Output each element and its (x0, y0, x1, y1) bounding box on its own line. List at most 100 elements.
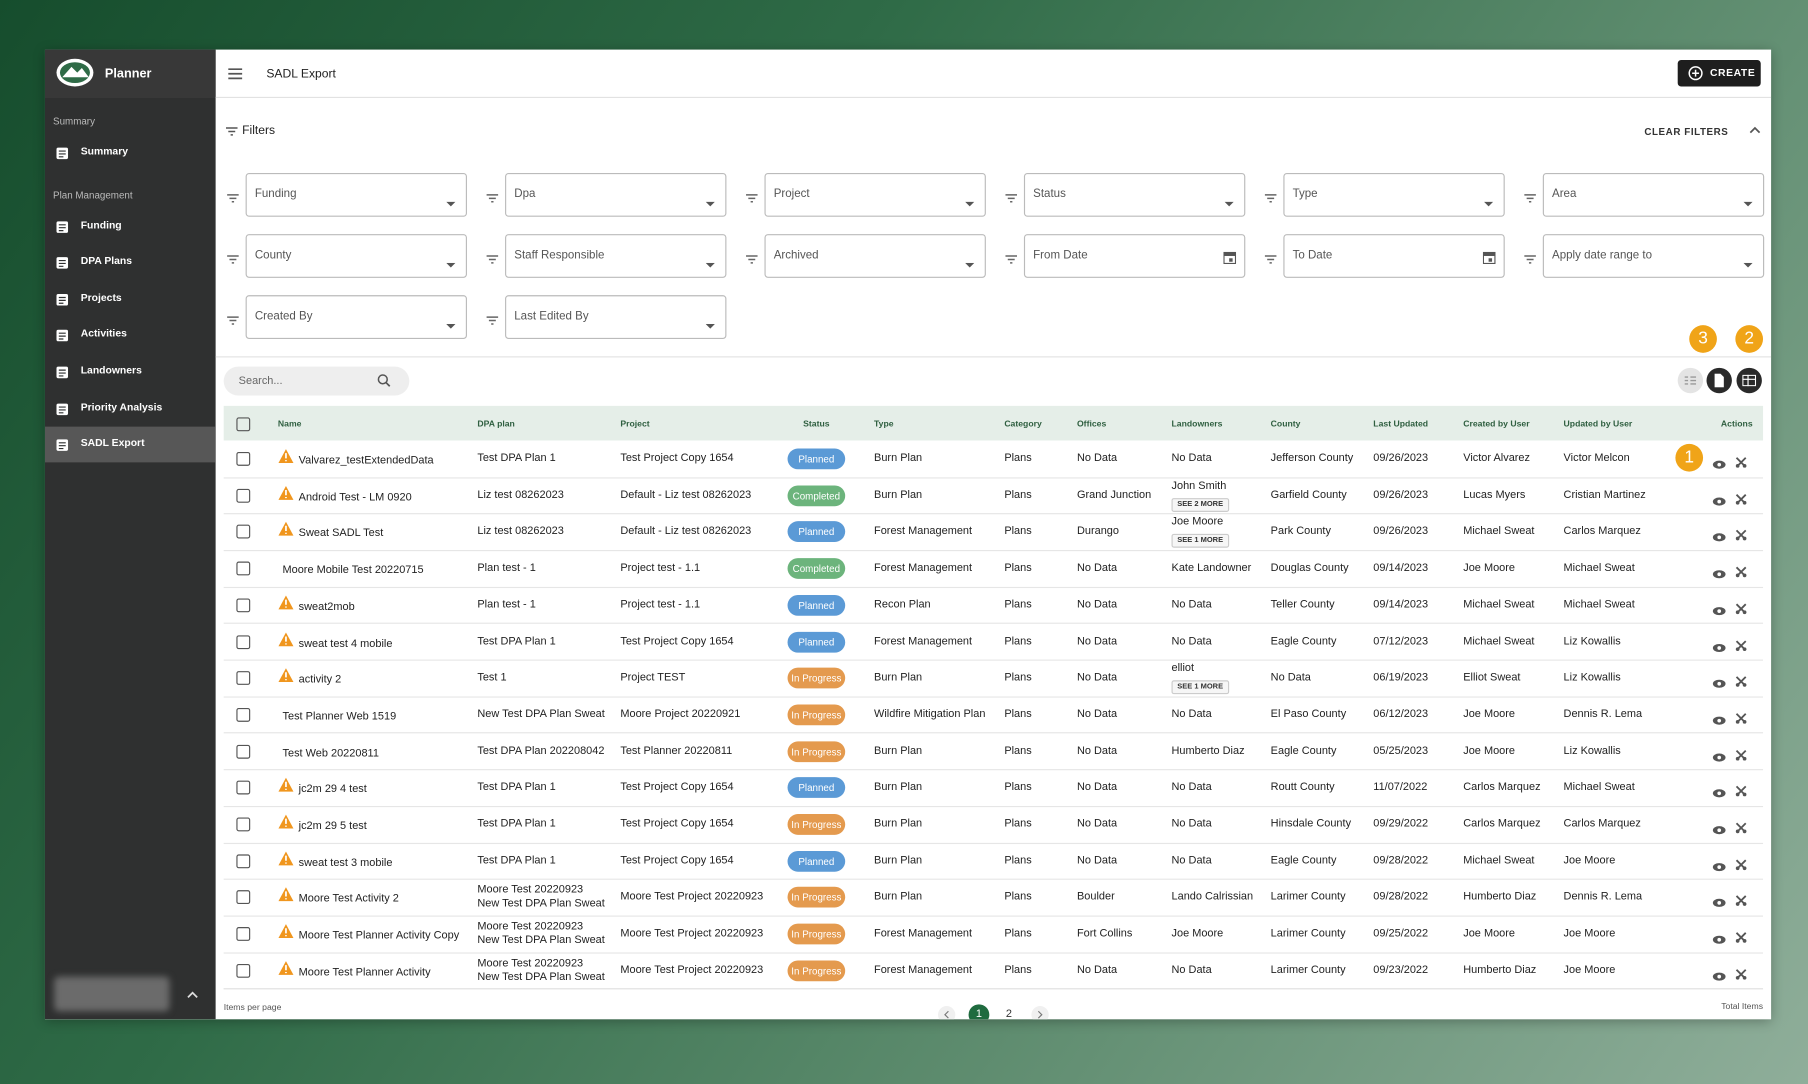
warning-icon-svg (278, 485, 294, 500)
filter-field[interactable]: Funding (245, 172, 467, 217)
warning-icon (278, 485, 294, 506)
nav-item[interactable]: SADL Export (80, 437, 145, 449)
menu-button[interactable] (227, 67, 243, 81)
edit-action[interactable] (1735, 672, 1747, 693)
edit-action[interactable] (1735, 636, 1747, 657)
checkbox[interactable] (236, 417, 251, 432)
edit-action[interactable] (1735, 819, 1747, 840)
edit-action[interactable] (1735, 490, 1747, 511)
checkbox[interactable] (236, 780, 251, 795)
filter-field[interactable]: Type (1283, 172, 1505, 217)
nav-item[interactable]: Funding (80, 218, 122, 231)
clear-filters[interactable]: CLEAR FILTERS (1644, 125, 1729, 138)
checkbox[interactable] (236, 927, 251, 942)
checkbox[interactable] (236, 671, 251, 686)
view-action[interactable] (1712, 564, 1726, 585)
checkbox[interactable] (236, 488, 251, 503)
cell-county: No Data (1270, 671, 1311, 684)
checkbox[interactable] (236, 854, 251, 868)
cell-updated-by: Joe Moore (1563, 963, 1616, 977)
checkbox[interactable] (236, 451, 251, 466)
see-more-button[interactable]: SEE 2 MORE (1171, 497, 1229, 512)
view-action[interactable] (1712, 637, 1726, 658)
warning-icon (278, 814, 294, 835)
filter-icon (225, 127, 238, 136)
view-action[interactable] (1712, 491, 1726, 512)
create-button[interactable]: CREATE (1677, 59, 1761, 87)
view-action[interactable] (1712, 966, 1726, 987)
sidebar: Planner Summary Summary Plan Management Fun… (44, 49, 216, 1020)
filter-field[interactable]: Created By (245, 295, 467, 339)
filter-field[interactable]: Archived (764, 234, 986, 278)
prev-page[interactable] (937, 1005, 956, 1020)
page-button[interactable]: 2 (1005, 1007, 1012, 1020)
total-items: Total Items (1721, 1000, 1764, 1012)
filter-field[interactable]: To Date (1283, 234, 1505, 278)
nav-item[interactable]: Summary (80, 145, 129, 157)
checkbox[interactable] (236, 744, 251, 759)
edit-action[interactable] (1735, 599, 1747, 620)
view-action[interactable] (1712, 747, 1726, 768)
checkbox[interactable] (236, 817, 251, 832)
edit-action[interactable] (1735, 782, 1747, 803)
cell-landowners: No Data (1171, 963, 1212, 977)
cell-dpa-plan: Moore Test 20220923 (477, 956, 584, 970)
view-action[interactable] (1712, 710, 1726, 731)
edit-action[interactable] (1735, 709, 1747, 730)
filter-field[interactable]: County (245, 234, 467, 278)
filter-icon (1523, 189, 1537, 210)
checkbox[interactable] (236, 634, 251, 649)
checkbox[interactable] (236, 561, 251, 576)
nav-item[interactable]: Activities (80, 327, 127, 340)
checkbox[interactable] (236, 525, 251, 539)
page-button[interactable]: 1 (968, 1004, 990, 1020)
see-more-button[interactable]: SEE 1 MORE (1171, 534, 1229, 549)
edit-action[interactable] (1735, 928, 1747, 949)
status-chip: Planned (787, 631, 846, 653)
filter-icon-svg (746, 194, 758, 203)
view-action-svg (1712, 826, 1726, 835)
view-action[interactable] (1712, 783, 1726, 804)
nav-item[interactable]: Projects (80, 291, 122, 304)
view-action[interactable] (1712, 929, 1726, 950)
edit-action[interactable] (1735, 453, 1747, 474)
filter-field[interactable]: Project (764, 172, 986, 217)
nav-item[interactable]: Landowners (80, 364, 142, 376)
view-action[interactable] (1712, 527, 1726, 548)
edit-action[interactable] (1735, 965, 1747, 986)
filter-field[interactable]: Apply date range to (1542, 234, 1765, 278)
view-action[interactable] (1712, 893, 1726, 914)
search-icon (377, 374, 391, 387)
view-action[interactable] (1712, 674, 1726, 695)
view-action[interactable] (1712, 454, 1726, 475)
status-chip: Completed (787, 558, 846, 579)
filter-field[interactable]: Last Edited By (505, 295, 727, 339)
nav-item[interactable]: DPA Plans (80, 255, 133, 267)
next-page[interactable] (1031, 1005, 1049, 1020)
filter-field[interactable]: Area (1542, 172, 1765, 217)
see-more-button[interactable]: SEE 1 MORE (1171, 680, 1229, 695)
search-box[interactable]: Search... (223, 366, 410, 396)
filter-field[interactable]: Status (1023, 172, 1246, 217)
view-action[interactable] (1712, 856, 1726, 877)
filter-field[interactable]: Staff Responsible (505, 234, 727, 278)
checkbox[interactable] (236, 598, 251, 613)
nav-item[interactable]: Priority Analysis (80, 400, 163, 413)
edit-action-svg (1735, 566, 1747, 578)
checkbox[interactable] (236, 890, 251, 905)
view-action[interactable] (1712, 820, 1726, 841)
cell-name: sweat test 3 mobile (298, 856, 393, 870)
checkbox[interactable] (236, 707, 251, 722)
collapse-icon[interactable] (1749, 126, 1761, 135)
edit-action[interactable] (1735, 892, 1747, 913)
edit-action[interactable] (1735, 526, 1747, 547)
filter-field[interactable]: Dpa (505, 172, 727, 217)
edit-action[interactable] (1735, 855, 1747, 876)
columns-button[interactable] (1736, 367, 1762, 394)
view-action[interactable] (1712, 601, 1726, 622)
checkbox[interactable] (236, 963, 251, 978)
edit-action[interactable] (1735, 746, 1747, 767)
edit-action[interactable] (1735, 563, 1747, 584)
cell-name: jc2m 29 4 test (298, 783, 367, 796)
filter-field[interactable]: From Date (1023, 234, 1246, 278)
